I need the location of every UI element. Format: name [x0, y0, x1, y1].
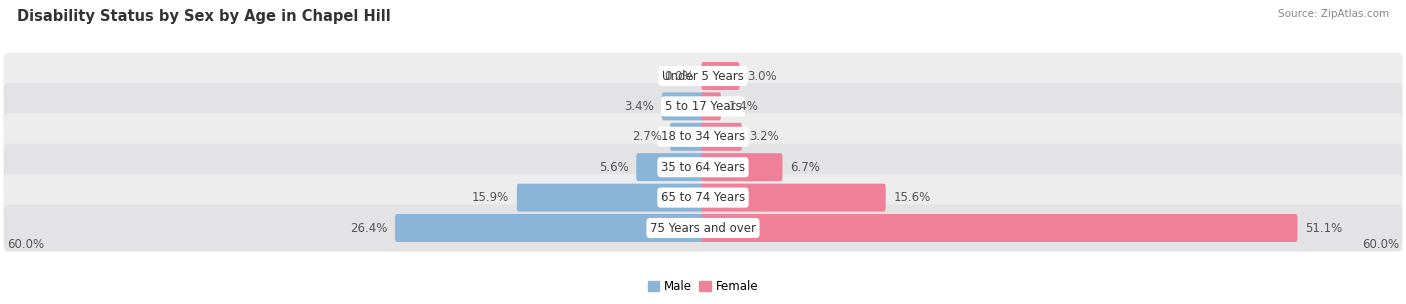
Text: 0.0%: 0.0% — [664, 70, 693, 82]
Text: 18 to 34 Years: 18 to 34 Years — [661, 130, 745, 143]
Text: Source: ZipAtlas.com: Source: ZipAtlas.com — [1278, 9, 1389, 19]
FancyBboxPatch shape — [4, 144, 1402, 191]
Text: 15.9%: 15.9% — [472, 191, 509, 204]
Text: Disability Status by Sex by Age in Chapel Hill: Disability Status by Sex by Age in Chape… — [17, 9, 391, 24]
Text: 65 to 74 Years: 65 to 74 Years — [661, 191, 745, 204]
Text: Under 5 Years: Under 5 Years — [662, 70, 744, 82]
FancyBboxPatch shape — [395, 214, 704, 242]
Text: 3.0%: 3.0% — [747, 70, 776, 82]
Text: 6.7%: 6.7% — [790, 161, 820, 174]
FancyBboxPatch shape — [662, 92, 704, 120]
FancyBboxPatch shape — [702, 214, 1298, 242]
Text: 51.1%: 51.1% — [1305, 222, 1343, 234]
FancyBboxPatch shape — [4, 174, 1402, 221]
FancyBboxPatch shape — [702, 184, 886, 212]
FancyBboxPatch shape — [4, 113, 1402, 160]
Text: 26.4%: 26.4% — [350, 222, 388, 234]
Text: 5.6%: 5.6% — [599, 161, 628, 174]
Text: 60.0%: 60.0% — [1362, 238, 1399, 251]
Text: 35 to 64 Years: 35 to 64 Years — [661, 161, 745, 174]
Text: 75 Years and over: 75 Years and over — [650, 222, 756, 234]
Legend: Male, Female: Male, Female — [643, 275, 763, 298]
Text: 3.4%: 3.4% — [624, 100, 654, 113]
FancyBboxPatch shape — [517, 184, 704, 212]
Text: 60.0%: 60.0% — [7, 238, 44, 251]
Text: 15.6%: 15.6% — [893, 191, 931, 204]
FancyBboxPatch shape — [702, 123, 742, 151]
FancyBboxPatch shape — [702, 62, 740, 90]
FancyBboxPatch shape — [702, 92, 721, 120]
FancyBboxPatch shape — [4, 205, 1402, 251]
FancyBboxPatch shape — [669, 123, 704, 151]
Text: 3.2%: 3.2% — [749, 130, 779, 143]
FancyBboxPatch shape — [637, 153, 704, 181]
Text: 2.7%: 2.7% — [633, 130, 662, 143]
Text: 5 to 17 Years: 5 to 17 Years — [665, 100, 741, 113]
Text: 1.4%: 1.4% — [728, 100, 758, 113]
FancyBboxPatch shape — [4, 83, 1402, 130]
FancyBboxPatch shape — [702, 153, 783, 181]
FancyBboxPatch shape — [4, 53, 1402, 99]
